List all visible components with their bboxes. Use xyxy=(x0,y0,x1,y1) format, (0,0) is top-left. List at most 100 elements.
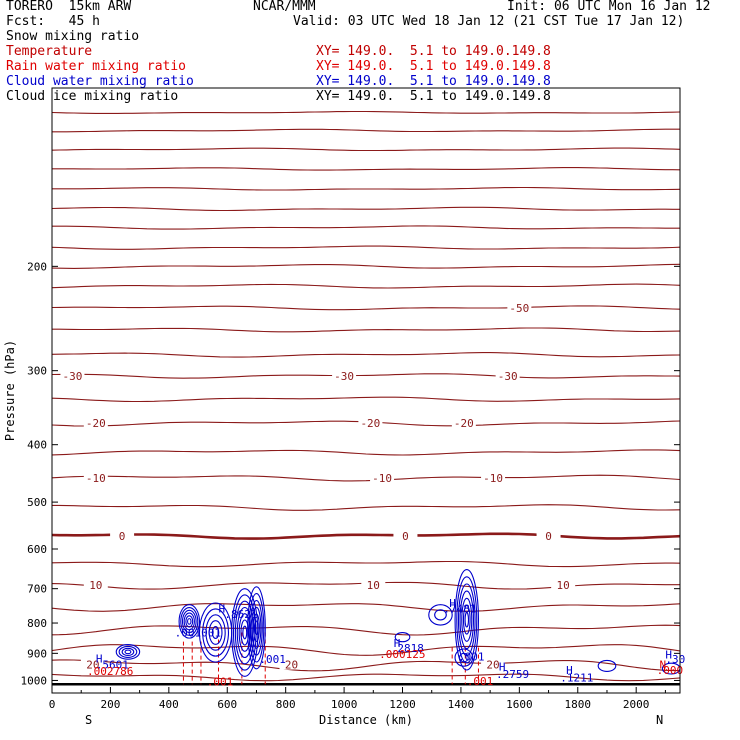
y-tick-label: 500 xyxy=(27,496,47,509)
temperature-contour-label: -10 xyxy=(86,472,106,485)
temperature-contour xyxy=(52,352,680,358)
cloud-water-contour xyxy=(597,659,617,672)
temperature-contour-label: 10 xyxy=(557,579,570,592)
field-annotation: .001 xyxy=(207,676,234,689)
temperature-contour xyxy=(52,449,680,456)
y-tick-label: 600 xyxy=(27,543,47,556)
field-annotation: .000125 xyxy=(379,648,425,661)
cloud-water-contour xyxy=(187,618,192,625)
contour-label-mask xyxy=(393,529,418,541)
contour-label-mask xyxy=(370,471,395,483)
field-annotation: .001 xyxy=(259,653,286,666)
field-annotation: .000 xyxy=(657,664,684,677)
contour-label-mask xyxy=(83,578,108,590)
temperature-contour-label: 10 xyxy=(367,579,380,592)
cloud-water-contour xyxy=(461,597,473,642)
field-annotation: H xyxy=(499,660,506,673)
contour-label-mask xyxy=(80,658,105,670)
cloud-water-contour xyxy=(454,648,474,667)
temperature-contour-label: 20 xyxy=(486,659,499,672)
y-tick-label: 900 xyxy=(27,647,47,660)
cloud-water-contour xyxy=(457,583,476,657)
cloud-water-contour xyxy=(121,647,135,657)
cloud-water-contour xyxy=(183,612,195,631)
temperature-contour-label: -20 xyxy=(360,417,380,430)
x-tick-label: 1400 xyxy=(448,698,475,711)
cloud-water-contour xyxy=(254,620,259,636)
cloud-water-contour xyxy=(428,604,453,626)
temperature-contour-label: 0 xyxy=(119,530,126,543)
contour-label-mask xyxy=(279,658,304,670)
y-axis-label: Pressure (hPa) xyxy=(3,340,17,441)
contour-label-mask xyxy=(481,471,506,483)
field-xy-cloud-ice: XY= 149.0. 5.1 to 149.0.149.8 xyxy=(316,89,551,104)
field-annotation: .2818 xyxy=(391,642,424,655)
temperature-contour xyxy=(52,283,680,289)
contour-label-mask xyxy=(361,578,386,590)
field-annotation: H xyxy=(665,648,672,661)
field-annotation: .002786 xyxy=(87,665,133,678)
contour-label-mask xyxy=(451,417,476,429)
field-xy-temperature: XY= 149.0. 5.1 to 149.0.149.8 xyxy=(316,44,551,59)
field-label-cloud-ice: Cloud ice mixing ratio xyxy=(6,89,179,104)
cloud-water-contour xyxy=(124,649,132,655)
temperature-contour-label: -20 xyxy=(454,417,474,430)
y-tick-label: 800 xyxy=(27,617,47,630)
cloud-water-contour xyxy=(115,644,141,660)
temperature-contour-label: -10 xyxy=(483,472,503,485)
temperature-contour xyxy=(52,225,680,230)
contour-label-mask xyxy=(332,369,357,381)
cloud-water-contour xyxy=(253,613,260,643)
temperature-contour xyxy=(52,603,680,612)
cloud-water-contour xyxy=(232,594,257,671)
temperature-contour-label: 10 xyxy=(89,579,102,592)
x-tick-label: 1600 xyxy=(506,698,533,711)
cloud-water-contour xyxy=(240,619,250,646)
temperature-contour-label: 20 xyxy=(86,659,99,672)
cloud-water-contour xyxy=(394,631,411,643)
temperature-contour xyxy=(52,560,680,568)
contour-label-mask xyxy=(495,369,520,381)
temperature-contour xyxy=(52,532,680,540)
temperature-contour-label: -50 xyxy=(509,302,529,315)
cloud-water-contour xyxy=(248,593,265,663)
cloud-water-contour xyxy=(180,606,199,636)
x-tick-label: 400 xyxy=(159,698,179,711)
x-tick-label: 1000 xyxy=(331,698,358,711)
temperature-contour xyxy=(52,504,680,511)
cloud-water-contour xyxy=(202,608,230,657)
cloud-water-contour xyxy=(118,645,138,658)
field-annotation: .001 xyxy=(458,650,485,663)
temperature-contour-label: 0 xyxy=(545,530,552,543)
temperature-contour xyxy=(52,305,680,311)
field-annotation: H xyxy=(449,597,456,610)
field-annotation: .7481 xyxy=(443,603,476,616)
contour-label-mask xyxy=(481,658,506,670)
institution-label: NCAR/MMM xyxy=(253,0,316,14)
cloud-water-contour xyxy=(462,604,471,635)
x-tick-label: 600 xyxy=(217,698,237,711)
temperature-contour xyxy=(52,644,680,656)
temperature-contour xyxy=(52,206,680,212)
field-annotation: .1211 xyxy=(560,672,593,685)
valid-time: Valid: 03 UTC Wed 18 Jan 12 (21 CST Tue … xyxy=(293,14,685,29)
y-tick-label: 300 xyxy=(27,365,47,378)
y-tick-label: 1000 xyxy=(21,674,48,687)
north-end-label: N xyxy=(656,713,663,727)
x-axis-label: Distance (km) xyxy=(319,713,413,727)
contour-label-mask xyxy=(83,417,108,429)
cloud-water-contour xyxy=(454,569,480,671)
temperature-contour xyxy=(52,263,680,269)
temperature-contour-label: -30 xyxy=(498,370,518,383)
cloud-water-contour xyxy=(205,614,226,651)
field-annotation: H xyxy=(566,664,573,677)
temperature-contour xyxy=(52,245,680,250)
field-xy-rain: XY= 149.0. 5.1 to 149.0.149.8 xyxy=(316,59,551,74)
temperature-contour xyxy=(52,396,680,403)
cloud-water-contour xyxy=(242,625,248,640)
x-tick-label: 200 xyxy=(100,698,120,711)
x-tick-label: 2000 xyxy=(623,698,650,711)
temperature-contour xyxy=(52,186,680,191)
temperature-contour-label: -20 xyxy=(86,417,106,430)
